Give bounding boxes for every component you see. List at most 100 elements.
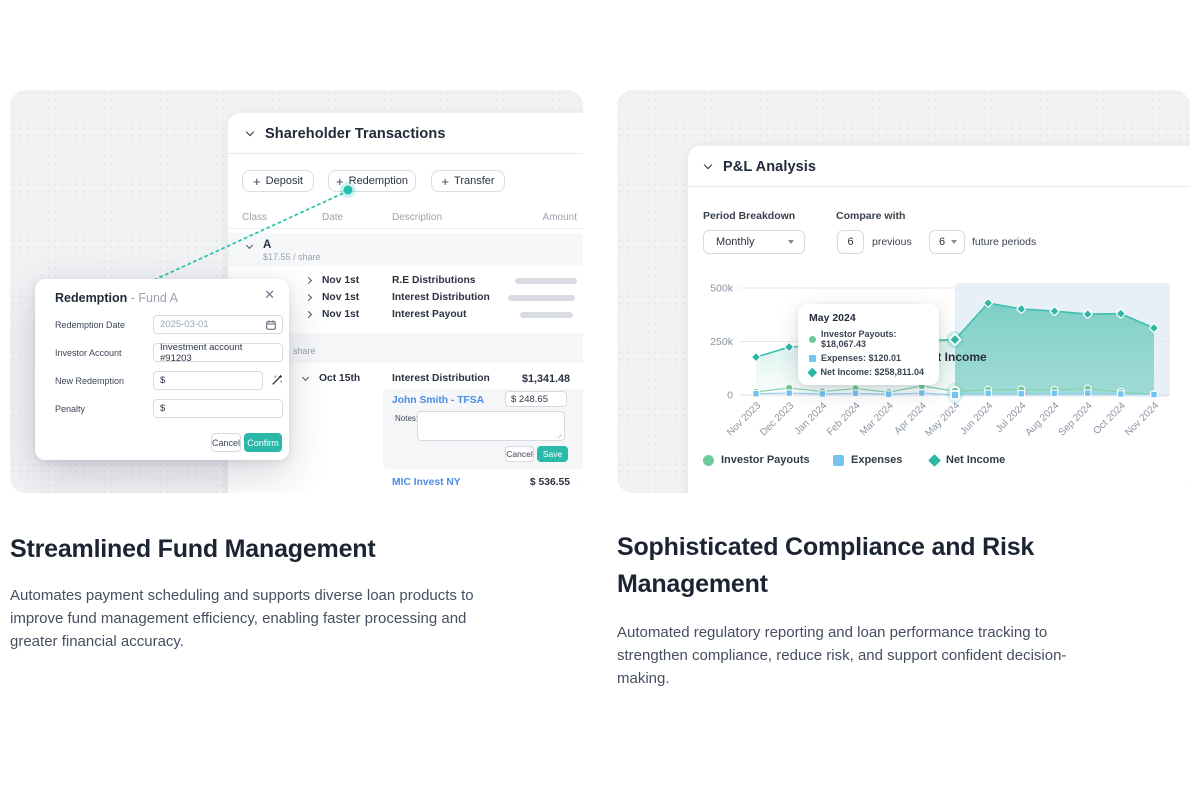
future-periods-text: future periods [972,236,1037,248]
modal-title: Redemption - Fund A [55,291,178,305]
expenses-marker [1150,390,1158,399]
net-income-marker [948,333,962,346]
investor-link[interactable]: MIC Invest NY [392,477,461,488]
legend-label: Investor Payouts [721,454,810,466]
transaction-detail-box: John Smith - TFSA $ 248.65 Notes: Cancel… [383,389,583,469]
y-axis-tick: 500k [710,283,734,295]
x-axis-tick: Nov 2023 [725,400,763,438]
amount-input[interactable]: $ 248.65 [505,391,567,407]
x-axis-tick: Feb 2024 [825,400,863,438]
x-axis-tick: Mar 2024 [858,400,896,438]
panel-header: P&L Analysis [688,146,1190,187]
penalty-label: Penalty [55,404,86,414]
amount-placeholder-bar [520,312,573,318]
left-feature-description: Automates payment scheduling and support… [10,587,474,650]
row-amount: $1,341.48 [521,373,570,385]
net-income-marker [983,298,994,308]
investor-account-input[interactable]: Investment account #91203 [153,341,283,364]
tooltip-row-text: Net Income: $258,811.04 [820,367,925,377]
net-income-marker [784,342,795,352]
magic-wand-icon[interactable] [271,374,283,386]
tooltip-title: May 2024 [809,312,856,324]
cancel-button[interactable]: Cancel [211,433,241,452]
column-description: Description [392,212,443,223]
x-axis-tick: Jun 2024 [958,400,995,437]
new-redemption-input[interactable]: $ [153,371,263,390]
class-a-row[interactable]: A $17.55 / share [228,233,583,266]
table-row[interactable]: Nov 1st Interest Payout [228,307,583,324]
row-date: Nov 1st [322,275,360,286]
transfer-button-label: Transfer [454,175,495,187]
expenses-marker [918,389,926,397]
investor-account-value: Investment account #91203 [160,341,243,364]
expenses-marker [851,389,860,397]
column-date: Date [322,212,344,223]
transfer-button[interactable]: + Transfer [431,170,505,192]
chevron-down-icon[interactable] [703,160,713,170]
net-income-marker [1115,308,1126,319]
column-class: Class [242,212,268,223]
redemption-button-label: Redemption [348,175,408,187]
chevron-right-icon[interactable] [304,310,313,319]
future-periods-select[interactable]: 6 [929,230,965,254]
panel-header: Shareholder Transactions [228,113,583,154]
amount-placeholder-bar [508,295,575,301]
chevron-down-icon [788,240,794,244]
diamond-marker-icon [928,453,941,467]
notes-textarea[interactable] [417,411,565,441]
chevron-down-icon[interactable] [301,373,310,382]
calendar-icon[interactable] [266,320,276,330]
penalty-input[interactable]: $ [153,399,283,418]
expenses-marker [818,390,827,398]
right-feature-heading: Sophisticated Compliance and Risk Manage… [617,533,1035,598]
class-b-share-fragment: share [293,346,316,356]
tooltip-row: Net Income: $258,811.04 [807,367,929,377]
legend-expenses[interactable]: Expenses [833,454,902,466]
tooltip-row: Expenses: $120.01 [809,353,929,363]
redemption-date-label: Redemption Date [55,320,126,330]
legend-investor-payouts[interactable]: Investor Payouts [703,454,810,466]
deposit-button[interactable]: + Deposit [242,170,314,192]
chevron-right-icon[interactable] [304,293,313,302]
table-row-expanded[interactable]: Oct 15th Interest Distribution $1,341.48 [228,371,583,387]
expenses-marker [884,390,893,398]
table-row[interactable]: MIC Invest NY $ 536.55 [228,475,583,491]
chevron-right-icon[interactable] [304,276,313,285]
table-row[interactable]: Nov 1st Interest Distribution [228,290,583,307]
panel-title: Shareholder Transactions [265,126,446,142]
net-income-marker [1016,304,1027,314]
square-marker-icon [833,454,844,466]
diamond-marker-icon [807,367,817,377]
row-date: Nov 1st [322,309,360,320]
column-amount: Amount [542,212,577,223]
investor-link[interactable]: John Smith - TFSA [392,395,485,406]
previous-periods-value: 6 [847,236,854,248]
redemption-date-input[interactable]: 2025-03-01 [153,315,283,334]
square-marker-icon [809,354,816,362]
expenses-marker [1017,390,1026,398]
confirm-button[interactable]: Confirm [244,433,282,452]
close-icon[interactable]: ✕ [264,287,275,302]
tooltip-row: Investor Payouts: $18,067.43 [809,329,929,349]
period-select[interactable]: Monthly [703,230,805,254]
save-button[interactable]: Save [537,446,568,462]
legend-net-income[interactable]: Net Income [928,453,1005,467]
class-a-name: A [263,239,272,251]
previous-periods-input[interactable]: 6 [837,230,864,254]
cancel-button[interactable]: Cancel [505,446,534,462]
chevron-down-icon[interactable] [245,127,255,137]
investor-account-label: Investor Account [55,348,122,358]
table-header: Class Date Description Amount [228,212,583,229]
x-axis-tick: Aug 2024 [1024,400,1062,438]
expenses-marker [1117,390,1125,398]
legend-label: Expenses [851,454,903,466]
resize-handle-icon[interactable] [555,431,562,438]
fund-management-card: Shareholder Transactions + Deposit + Red… [10,90,583,493]
expenses-marker [752,390,760,398]
expenses-marker [1083,389,1092,397]
previous-text: previous [872,236,912,248]
expenses-marker [984,389,992,397]
redemption-button[interactable]: + Redemption [328,170,416,192]
chevron-down-icon[interactable] [245,241,254,250]
